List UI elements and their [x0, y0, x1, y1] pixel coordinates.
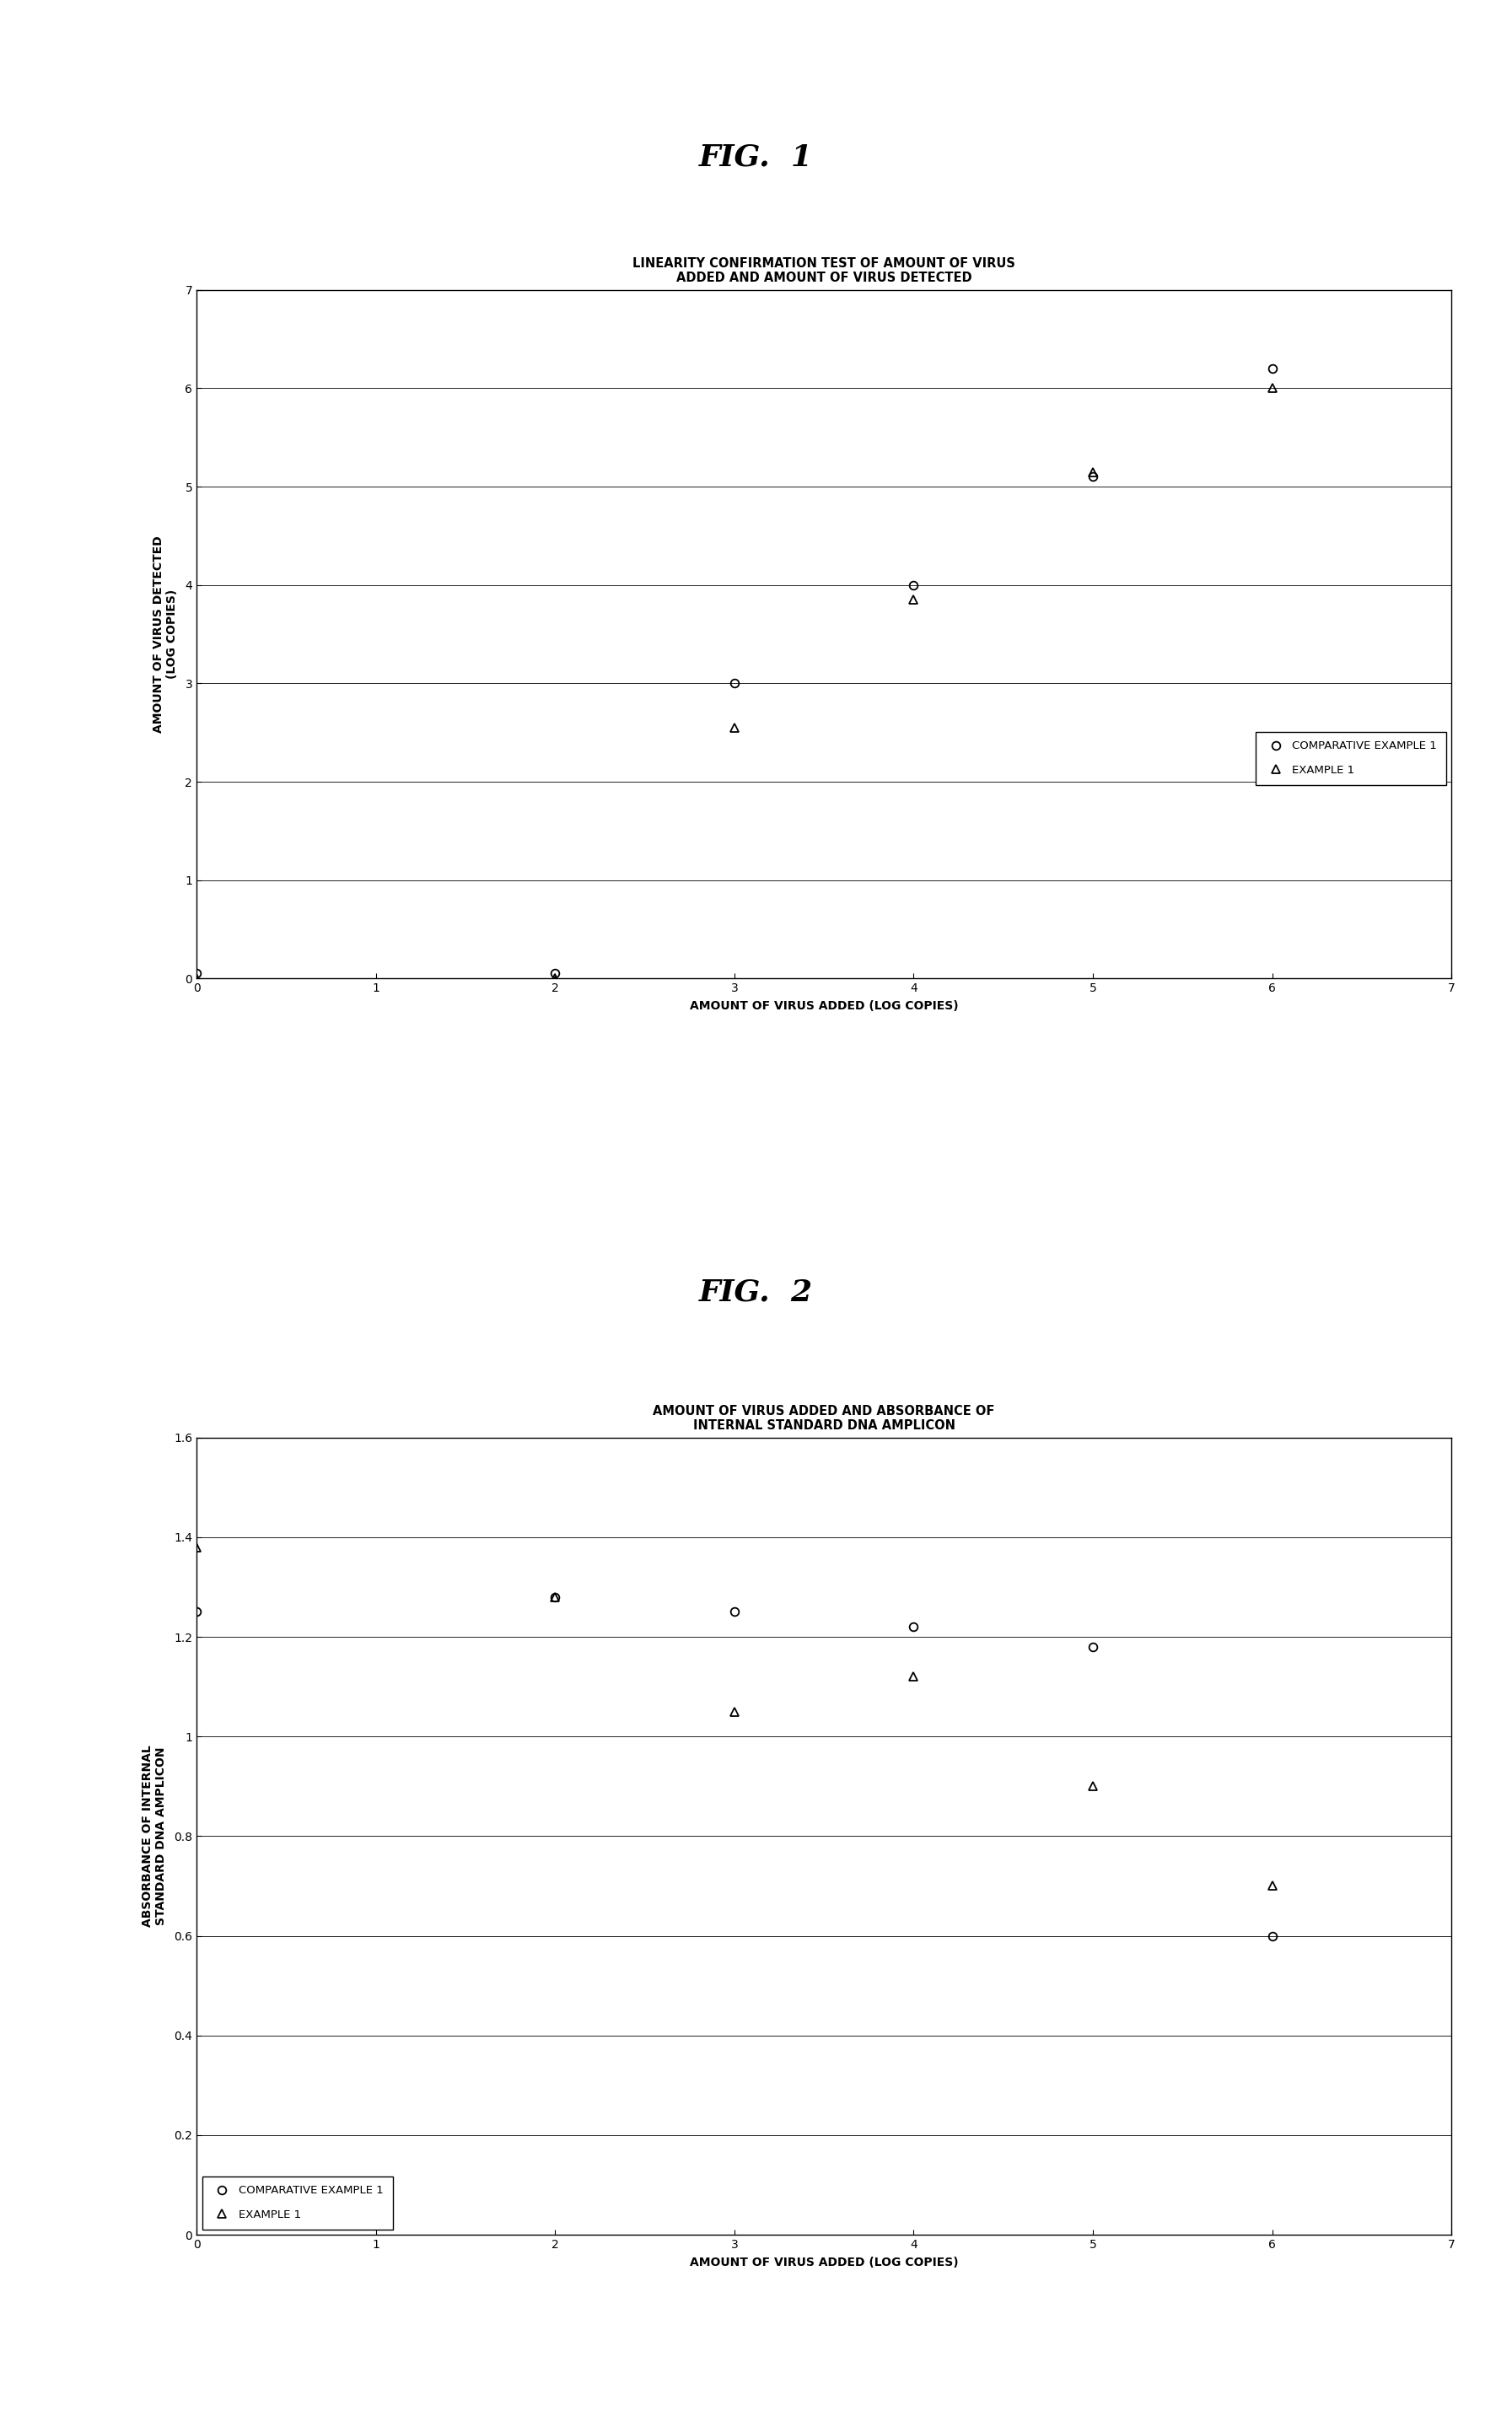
- Y-axis label: AMOUNT OF VIRUS DETECTED
(LOG COPIES): AMOUNT OF VIRUS DETECTED (LOG COPIES): [153, 536, 178, 732]
- X-axis label: AMOUNT OF VIRUS ADDED (LOG COPIES): AMOUNT OF VIRUS ADDED (LOG COPIES): [689, 2257, 959, 2269]
- Title: LINEARITY CONFIRMATION TEST OF AMOUNT OF VIRUS
ADDED AND AMOUNT OF VIRUS DETECTE: LINEARITY CONFIRMATION TEST OF AMOUNT OF…: [632, 256, 1016, 285]
- Y-axis label: ABSORBANCE OF INTERNAL
STANDARD DNA AMPLICON: ABSORBANCE OF INTERNAL STANDARD DNA AMPL…: [141, 1744, 166, 1928]
- Text: FIG.  2: FIG. 2: [699, 1278, 813, 1307]
- Text: FIG.  1: FIG. 1: [699, 143, 813, 172]
- Legend: COMPARATIVE EXAMPLE 1, EXAMPLE 1: COMPARATIVE EXAMPLE 1, EXAMPLE 1: [203, 2177, 393, 2230]
- X-axis label: AMOUNT OF VIRUS ADDED (LOG COPIES): AMOUNT OF VIRUS ADDED (LOG COPIES): [689, 1000, 959, 1012]
- Title: AMOUNT OF VIRUS ADDED AND ABSORBANCE OF
INTERNAL STANDARD DNA AMPLICON: AMOUNT OF VIRUS ADDED AND ABSORBANCE OF …: [653, 1404, 995, 1433]
- Legend: COMPARATIVE EXAMPLE 1, EXAMPLE 1: COMPARATIVE EXAMPLE 1, EXAMPLE 1: [1255, 732, 1445, 785]
